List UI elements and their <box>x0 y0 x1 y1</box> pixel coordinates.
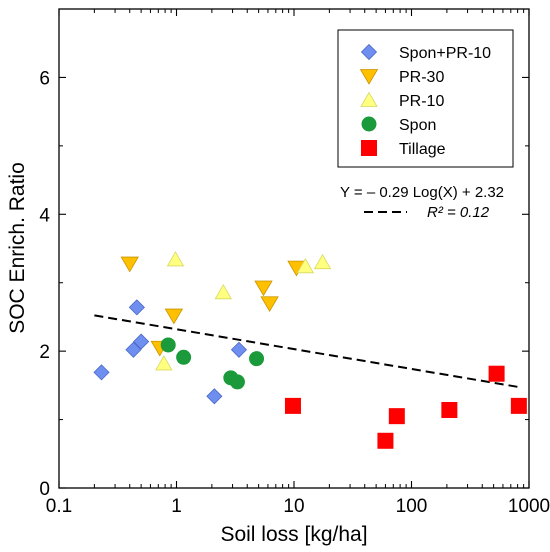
x-tick-label: 1 <box>171 496 182 517</box>
legend: Spon+PR-10 PR-30 PR-10 Spon Tillage <box>337 29 514 168</box>
x-tick-label: 0.1 <box>46 496 72 517</box>
data-points <box>93 251 527 449</box>
point-spon-pr-10 <box>128 299 145 316</box>
legend-label-spon-pr-10: Spon+PR-10 <box>399 45 491 62</box>
regression-line-layer <box>94 314 521 389</box>
point-tillage <box>388 408 405 425</box>
y-tick-label: 0 <box>39 479 50 500</box>
point-pr-10 <box>155 355 173 371</box>
legend-marker-tillage <box>361 140 377 156</box>
point-pr-10 <box>166 251 185 267</box>
legend-marker-spon <box>361 116 377 132</box>
point-tillage <box>488 365 505 382</box>
point-pr-30 <box>164 308 184 325</box>
point-spon-pr-10 <box>230 341 248 358</box>
legend-entries: Spon+PR-10 PR-30 PR-10 Spon Tillage <box>359 43 491 158</box>
legend-marker-pr-30 <box>359 69 379 85</box>
legend-label-pr-30: PR-30 <box>399 69 444 86</box>
regression-line <box>94 314 521 389</box>
x-tick-label: 10 <box>283 496 304 517</box>
point-tillage <box>284 397 301 414</box>
point-spon-pr-10 <box>93 364 110 381</box>
point-spon <box>160 337 176 353</box>
regression-r2: R² = 0.12 <box>427 204 490 221</box>
y-tick-label: 4 <box>39 205 50 226</box>
point-pr-10 <box>296 257 315 274</box>
point-pr-10 <box>313 253 332 270</box>
point-spon-pr-10 <box>133 333 150 350</box>
legend-label-tillage: Tillage <box>399 141 446 158</box>
point-pr-30 <box>120 256 139 273</box>
y-axis-title: SOC Enrich. Ratio <box>6 162 29 334</box>
x-tick-label: 1000 <box>508 496 550 517</box>
x-axis-title: Soil loss [kg/ha] <box>220 523 367 546</box>
point-tillage <box>510 397 527 414</box>
y-tick-label: 6 <box>39 68 50 89</box>
point-tillage <box>377 432 394 449</box>
point-spon <box>229 374 245 390</box>
point-pr-30 <box>254 280 273 297</box>
point-pr-30 <box>260 296 279 313</box>
legend-label-pr-10: PR-10 <box>399 93 444 110</box>
legend-marker-pr-10 <box>360 91 378 107</box>
point-spon-pr-10 <box>125 341 142 358</box>
point-spon <box>249 351 265 367</box>
axes: 0.1 1 10 100 1000 0 2 4 6 <box>39 9 550 517</box>
regression-equation: Y = – 0.29 Log(X) + 2.32 <box>340 184 504 201</box>
legend-label-spon: Spon <box>399 117 436 134</box>
point-spon <box>176 349 192 365</box>
point-pr-10 <box>214 283 232 300</box>
point-spon-pr-10 <box>206 388 223 405</box>
y-tick-label: 2 <box>39 342 50 363</box>
legend-marker-spon-pr-10 <box>360 43 378 61</box>
x-tick-label: 100 <box>396 496 428 517</box>
point-tillage <box>441 401 458 418</box>
